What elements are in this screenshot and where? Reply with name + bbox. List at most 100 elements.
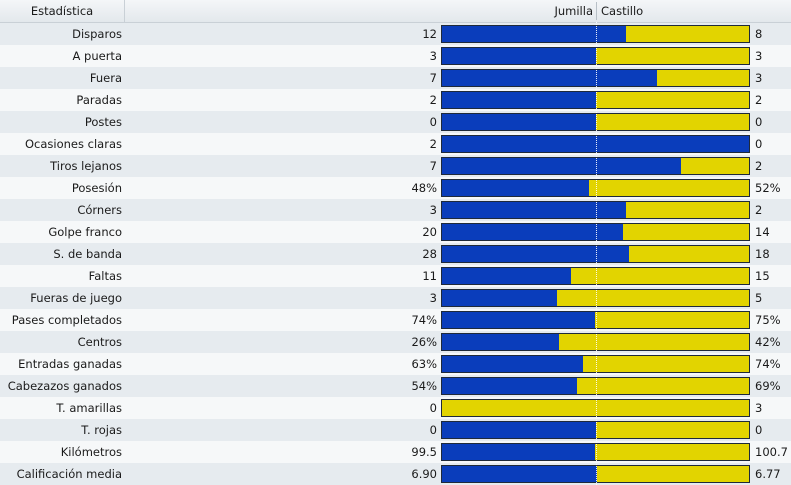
home-share-fill <box>442 466 598 482</box>
stat-row: Cabezazos ganados 54% 69% <box>0 375 791 397</box>
home-share-fill <box>442 268 571 284</box>
away-value: 14 <box>755 225 770 239</box>
home-share-fill <box>442 290 558 306</box>
stat-label: Postes <box>84 115 122 129</box>
header-divider <box>596 2 597 20</box>
home-share-fill <box>442 180 590 196</box>
home-value: 3 <box>429 291 437 305</box>
stat-row: Disparos 12 8 <box>0 23 791 45</box>
stat-row: Kilómetros recorridos 99.5 100.7 <box>0 441 791 481</box>
away-value: 15 <box>755 269 770 283</box>
stat-row: Postes 0 0 <box>0 111 791 133</box>
stat-row: T. rojas 0 0 <box>0 419 791 441</box>
away-value: 3 <box>755 401 763 415</box>
stat-label: Centros completados <box>48 335 122 371</box>
home-value: 0 <box>429 115 437 129</box>
stat-label: Cabezazos ganados <box>7 379 122 393</box>
comparison-bar <box>441 25 750 43</box>
stat-label: Golpe franco <box>48 225 122 239</box>
home-value: 12 <box>422 27 437 41</box>
home-share-fill <box>442 202 627 218</box>
away-value: 18 <box>755 247 770 261</box>
away-value: 42% <box>755 335 781 349</box>
home-value: 2 <box>429 93 437 107</box>
away-value: 52% <box>755 181 781 195</box>
home-share-fill <box>442 48 596 64</box>
home-value: 28 <box>422 247 437 261</box>
comparison-bar <box>441 377 750 395</box>
stat-label: Faltas <box>88 269 122 283</box>
stats-rows: Disparos 12 8 A puerta 3 3 Fuera 7 3 Paradas 2 2 Pos… <box>0 23 791 485</box>
stat-label: Ocasiones claras <box>25 137 122 151</box>
home-value: 20 <box>422 225 437 239</box>
home-value: 3 <box>429 203 437 217</box>
stat-row: Centros completados 26% 42% <box>0 331 791 371</box>
comparison-bar <box>441 69 750 87</box>
away-value: 0 <box>755 137 763 151</box>
home-value: 3 <box>429 49 437 63</box>
stat-row: A puerta 3 3 <box>0 45 791 67</box>
comparison-bar <box>441 223 750 241</box>
home-share-fill <box>442 92 596 108</box>
stat-row: Tiros lejanos 7 2 <box>0 155 791 177</box>
stat-row: Ocasiones claras 2 0 <box>0 133 791 155</box>
stat-row: Golpe franco 20 14 <box>0 221 791 243</box>
home-value: 48% <box>411 181 437 195</box>
stat-label: Posesión <box>71 181 122 195</box>
stat-label: Paradas <box>76 93 122 107</box>
comparison-bar <box>441 311 750 329</box>
home-share-fill <box>442 26 627 42</box>
stat-label: Fueras de juego <box>30 291 122 305</box>
comparison-bar <box>441 245 750 263</box>
stat-label: T. rojas <box>81 423 122 437</box>
column-header-stat[interactable]: Estadística <box>0 0 125 22</box>
home-share-fill <box>442 70 657 86</box>
comparison-bar <box>441 267 750 285</box>
home-value: 11 <box>422 269 437 283</box>
away-value: 100.7 <box>755 445 788 459</box>
stat-label: Córners <box>77 203 122 217</box>
away-value: 2 <box>755 159 763 173</box>
home-share-fill <box>442 334 560 350</box>
home-share-fill <box>442 158 682 174</box>
home-value: 74% <box>411 313 437 327</box>
stat-row: Entradas ganadas 63% 74% <box>0 353 791 375</box>
away-value: 0 <box>755 423 763 437</box>
comparison-bar <box>441 135 750 153</box>
away-value: 0 <box>755 115 763 129</box>
home-value: 54% <box>411 379 437 393</box>
home-share-fill <box>442 312 595 328</box>
column-header-away-team: Castillo <box>601 4 644 18</box>
comparison-bar <box>441 91 750 109</box>
comparison-bar <box>441 289 750 307</box>
home-share-fill <box>442 224 624 240</box>
stat-label: Calificación media <box>16 467 122 481</box>
home-value: 0 <box>429 401 437 415</box>
home-share-fill <box>442 114 596 130</box>
stat-label: A puerta <box>72 49 122 63</box>
comparison-bar <box>441 465 750 483</box>
stat-row: Posesión 48% 52% <box>0 177 791 199</box>
away-value: 75% <box>755 313 781 327</box>
comparison-bar <box>441 179 750 197</box>
column-header-home-team: Jumilla <box>554 4 593 18</box>
stat-label: Kilómetros recorridos <box>60 445 122 481</box>
away-value: 2 <box>755 203 763 217</box>
home-share-fill <box>442 136 749 152</box>
stat-row: T. amarillas 0 3 <box>0 397 791 419</box>
away-value: 6.77 <box>755 467 781 481</box>
comparison-bar <box>441 399 750 417</box>
away-value: 5 <box>755 291 763 305</box>
table-header: Estadística Jumilla Castillo <box>0 0 791 23</box>
home-share-fill <box>442 378 578 394</box>
home-value: 7 <box>429 71 437 85</box>
comparison-bar <box>441 201 750 219</box>
comparison-bar <box>441 421 750 439</box>
comparison-bar <box>441 157 750 175</box>
away-value: 3 <box>755 71 763 85</box>
stat-label: Disparos <box>72 27 122 41</box>
stat-row: S. de banda 28 18 <box>0 243 791 265</box>
home-value: 99.5 <box>411 445 437 459</box>
home-share-fill <box>442 356 584 372</box>
